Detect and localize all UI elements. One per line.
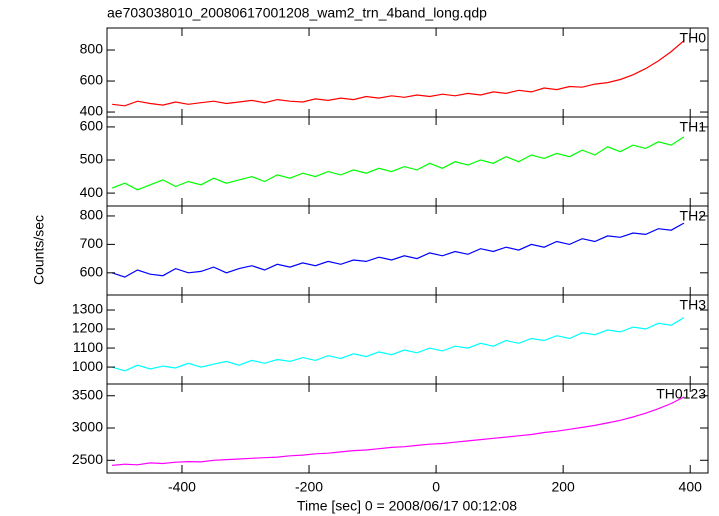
data-line (111, 317, 685, 372)
y-tick-label: 400 (80, 184, 104, 200)
series-label: TH0 (680, 30, 707, 46)
y-tick-label: 3500 (72, 386, 103, 402)
x-tick-label: -200 (295, 479, 323, 495)
y-tick-label: 700 (80, 235, 104, 251)
panel-frame (106, 383, 709, 474)
y-tick-label: 600 (80, 72, 104, 88)
series-label: TH2 (680, 208, 707, 224)
y-tick-label: 1000 (72, 358, 103, 374)
x-tick-label: 400 (679, 479, 703, 495)
x-tick-label: -400 (168, 479, 196, 495)
panel-frame (106, 116, 709, 207)
y-tick-label: 500 (80, 151, 104, 167)
y-tick-label: 600 (80, 264, 104, 280)
y-tick-label: 1300 (72, 301, 103, 317)
series-label: TH1 (680, 119, 707, 135)
series-label: TH0123 (656, 386, 706, 402)
data-line (111, 222, 685, 278)
data-line (112, 40, 685, 107)
y-tick-label: 800 (80, 207, 104, 223)
data-line (112, 396, 685, 466)
panel-frame (106, 294, 709, 385)
x-axis-label: Time [sec] 0 = 2008/06/17 00:12:08 (297, 498, 517, 514)
panel-frame (106, 205, 709, 296)
y-tick-label: 3000 (72, 419, 103, 435)
y-tick-label: 1100 (73, 339, 103, 355)
y-tick-label: 2500 (72, 451, 103, 467)
y-axis-label: Counts/sec (31, 215, 47, 285)
y-tick-label: 1200 (72, 320, 103, 336)
chart-title: ae703038010_20080617001208_wam2_trn_4ban… (107, 5, 487, 21)
x-tick-label: 0 (432, 479, 440, 495)
y-tick-label: 800 (80, 41, 104, 57)
data-line (111, 136, 685, 191)
series-label: TH3 (680, 297, 707, 313)
y-tick-label: 400 (80, 103, 104, 119)
x-tick-label: 200 (551, 479, 575, 495)
y-tick-label: 600 (80, 118, 104, 134)
